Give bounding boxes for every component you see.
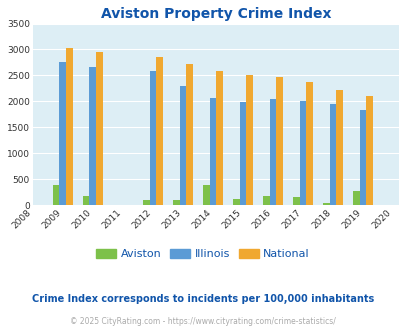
Bar	[299, 101, 305, 205]
Bar	[262, 196, 269, 205]
Bar	[186, 64, 192, 205]
Bar	[292, 196, 299, 205]
Legend: Aviston, Illinois, National: Aviston, Illinois, National	[92, 244, 313, 263]
Bar	[149, 71, 156, 205]
Bar	[66, 48, 72, 205]
Bar	[215, 71, 222, 205]
Bar	[329, 104, 335, 205]
Text: Crime Index corresponds to incidents per 100,000 inhabitants: Crime Index corresponds to incidents per…	[32, 294, 373, 304]
Bar	[335, 90, 342, 205]
Bar	[143, 200, 149, 205]
Bar	[209, 98, 215, 205]
Text: © 2025 CityRating.com - https://www.cityrating.com/crime-statistics/: © 2025 CityRating.com - https://www.city…	[70, 317, 335, 326]
Bar	[232, 199, 239, 205]
Bar	[269, 99, 275, 205]
Bar	[59, 62, 66, 205]
Title: Aviston Property Crime Index: Aviston Property Crime Index	[100, 7, 330, 21]
Bar	[305, 82, 312, 205]
Bar	[365, 96, 372, 205]
Bar	[239, 102, 245, 205]
Bar	[322, 203, 329, 205]
Bar	[53, 184, 59, 205]
Bar	[83, 196, 89, 205]
Bar	[89, 67, 96, 205]
Bar	[202, 185, 209, 205]
Bar	[179, 86, 186, 205]
Bar	[156, 57, 162, 205]
Bar	[96, 51, 102, 205]
Bar	[173, 200, 179, 205]
Bar	[245, 76, 252, 205]
Bar	[352, 191, 359, 205]
Bar	[275, 77, 282, 205]
Bar	[359, 110, 365, 205]
